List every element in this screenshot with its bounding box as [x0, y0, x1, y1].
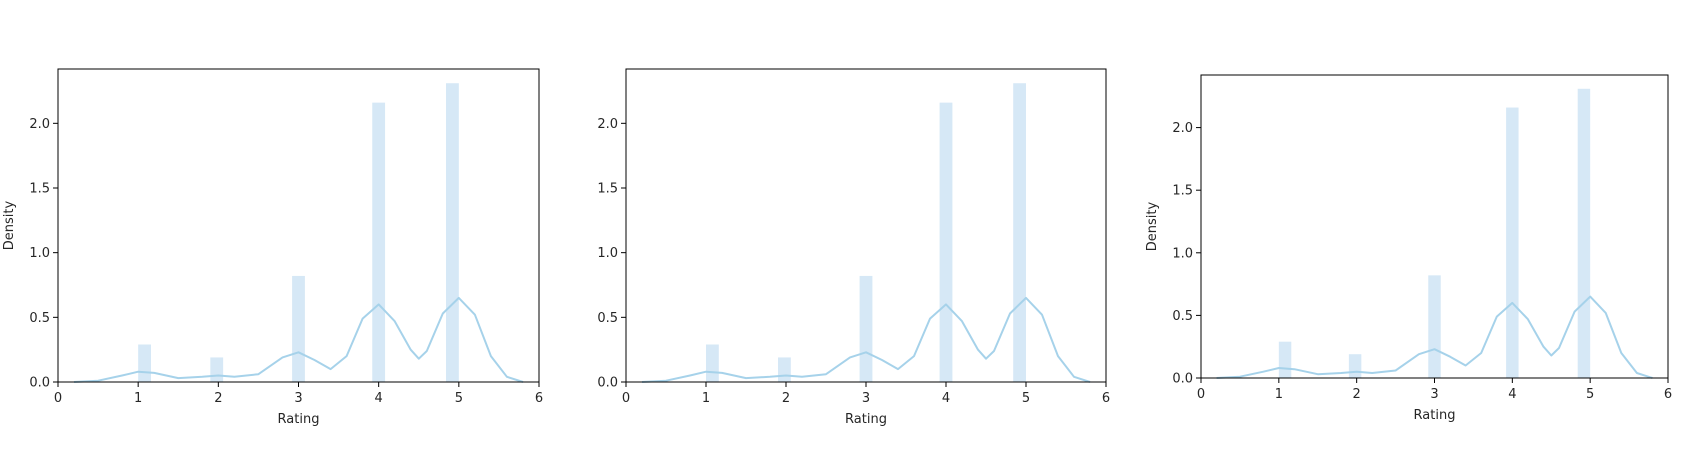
y-tick-label: 0.5: [597, 311, 618, 326]
y-tick-label: 1.5: [1172, 184, 1193, 199]
histogram-bar: [1278, 341, 1292, 378]
x-tick-label: 0: [1197, 387, 1205, 402]
x-tick-label: 0: [54, 391, 62, 406]
histogram-bar: [292, 275, 305, 382]
kde-line: [73, 296, 524, 383]
x-tick-label: 5: [455, 391, 463, 406]
y-tick-label: 1.5: [597, 181, 618, 196]
x-tick-label: 2: [1353, 387, 1361, 402]
histogram-bar: [778, 357, 791, 382]
chart-panel-2: 0 1 2 3 4 5 6 0.0 0.5 1.0 1.5 2.0 Rating: [597, 68, 1110, 427]
x-tick-label: 5: [1586, 387, 1594, 402]
x-tick-label: 1: [134, 391, 142, 406]
y-tick-label: 0.0: [597, 376, 618, 391]
kde-line: [1216, 295, 1653, 379]
x-tick-label: 6: [1664, 387, 1672, 402]
y-tick-label: 2.0: [1172, 121, 1193, 136]
x-tick-label: 2: [782, 391, 790, 406]
y-tick-label: 1.0: [29, 246, 50, 261]
y-tick-label: 0.0: [29, 376, 50, 391]
histogram-bar: [859, 275, 873, 382]
y-tick-label: 2.0: [29, 117, 50, 132]
histogram-bar: [1506, 107, 1519, 379]
y-tick-label: 2.0: [597, 117, 618, 132]
x-tick-label: 6: [1102, 391, 1110, 406]
histogram-bar: [939, 102, 953, 382]
histogram-bar: [446, 83, 459, 383]
y-tick-label: 0.5: [1172, 309, 1193, 324]
x-tick-label: 5: [1022, 391, 1030, 406]
x-axis-label: Rating: [845, 412, 887, 427]
x-tick-label: 2: [214, 391, 222, 406]
x-axis-label: Rating: [278, 412, 320, 427]
y-tick-label: 0.5: [29, 311, 50, 326]
y-tick-label: 1.0: [1172, 246, 1193, 261]
x-tick-label: 4: [1508, 387, 1516, 402]
histogram-bar: [706, 344, 719, 382]
x-tick-label: 1: [702, 391, 710, 406]
y-axis-label: Density: [1145, 201, 1160, 251]
x-tick-label: 3: [1430, 387, 1438, 402]
histogram-bar: [1013, 83, 1026, 383]
histogram-bar: [210, 357, 224, 382]
y-tick-label: 0.0: [1172, 372, 1193, 387]
kde-line: [641, 296, 1091, 383]
x-axis-label: Rating: [1414, 408, 1456, 423]
y-axis-label: Density: [2, 200, 17, 250]
histogram-bar: [372, 102, 386, 382]
y-tick-label: 1.0: [597, 246, 618, 261]
histogram-bar: [1348, 354, 1362, 378]
histogram-bar: [1577, 88, 1591, 378]
x-tick-label: 0: [622, 391, 630, 406]
y-tick-label: 1.5: [29, 181, 50, 196]
x-tick-label: 4: [375, 391, 383, 406]
x-tick-label: 1: [1275, 387, 1283, 402]
chart-panel-1: 0 1 2 3 4 5 6 0.0 0.5 1.0 1.5 2.0 Rating Density: [2, 68, 543, 427]
histogram-bar: [138, 344, 151, 382]
chart-panel-3: 0 1 2 3 4 5 6 0.0 0.5 1.0 1.5 2.0 Rating Density: [1145, 74, 1672, 423]
x-tick-label: 3: [294, 391, 302, 406]
x-tick-label: 4: [942, 391, 950, 406]
histogram-bar: [1428, 275, 1441, 378]
x-tick-label: 6: [535, 391, 543, 406]
x-tick-label: 3: [862, 391, 870, 406]
